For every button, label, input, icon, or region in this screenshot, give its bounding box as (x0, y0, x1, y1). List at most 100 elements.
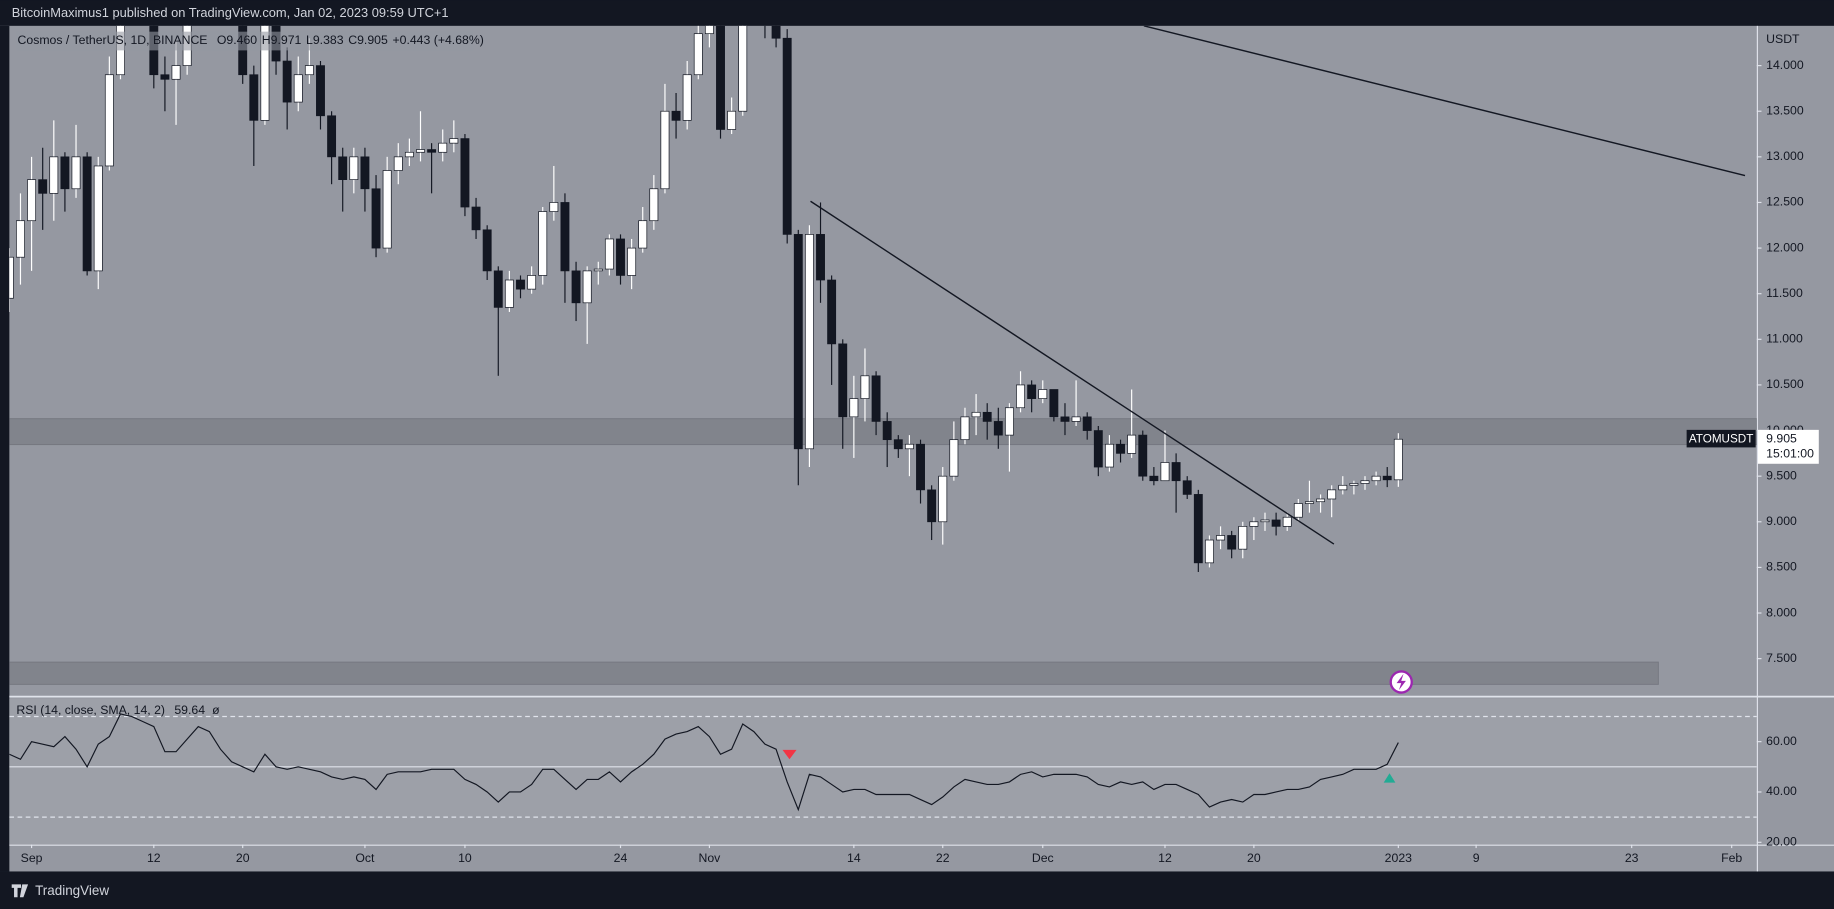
candle-body (827, 279, 837, 345)
candle-body (504, 279, 514, 308)
x-tick-label: 20 (1247, 851, 1261, 865)
candle-body (982, 411, 992, 422)
candle-body (1271, 519, 1281, 527)
candle-body (249, 74, 259, 121)
candle-body (1193, 494, 1203, 564)
candle-body (1282, 516, 1292, 527)
trendline (1143, 25, 1746, 177)
candle-body (16, 220, 25, 258)
legend-symbol: Cosmos / TetherUS, 1D, BINANCE (18, 33, 208, 47)
candle-body (616, 238, 625, 276)
candle-body (627, 247, 637, 276)
candle-body (916, 443, 925, 491)
axes: 7.5008.0008.5009.0009.50010.00010.50011.… (21, 58, 1819, 865)
candle-body (1360, 480, 1370, 484)
candle-body (716, 25, 725, 130)
footer-logo (11, 884, 29, 898)
candle-body (1149, 475, 1159, 482)
header-bar (0, 0, 1834, 26)
price-tag-countdown: 15:01:00 (1766, 447, 1814, 461)
legend-value: 9.971 (271, 33, 302, 47)
candle-body (1082, 416, 1092, 431)
y-tick-label: 9.500 (1766, 468, 1797, 482)
rsi-y-tick-label: 60.00 (1766, 734, 1797, 748)
candle-body (9, 256, 14, 299)
rsi-y-tick-label: 40.00 (1766, 784, 1797, 798)
candle-body (1304, 501, 1314, 504)
candle-body (593, 268, 603, 272)
symbol-tag (1686, 429, 1756, 448)
candle-body (1171, 462, 1181, 482)
y-tick-label: 10.500 (1766, 377, 1804, 391)
candle-body (1004, 407, 1014, 436)
x-tick-label: 9 (1473, 851, 1480, 865)
x-tick-label: 10 (458, 851, 472, 865)
candle-body (704, 25, 714, 35)
candle-body (1071, 416, 1081, 422)
candle-body (360, 156, 370, 190)
candle-body (527, 275, 537, 290)
candle-body (1249, 521, 1259, 527)
candle-body (1338, 484, 1348, 491)
candle-body (1104, 443, 1114, 468)
price-pane (9, 25, 1757, 685)
candle-body (1260, 519, 1270, 523)
candle-body (838, 343, 848, 418)
candle-body (893, 439, 903, 450)
legend-change: +0.443 (+4.68%) (392, 33, 483, 47)
legend: Cosmos / TetherUS, 1D, BINANCE O9.460 H9.9… (18, 33, 484, 47)
candle-body (416, 149, 425, 153)
legend-value: 9.460 (226, 33, 257, 47)
y-tick-label: 8.000 (1766, 605, 1797, 619)
sell-marker (782, 749, 797, 760)
y-tick-label: 13.000 (1766, 149, 1804, 163)
candle-body (49, 156, 59, 194)
rsi-title: RSI (14, close, SMA, 14, 2) (16, 703, 165, 717)
candle-body (1204, 539, 1214, 564)
legend-key: L (306, 33, 313, 47)
legend-value: 9.905 (357, 33, 388, 47)
candle-body (1093, 430, 1103, 468)
candle-body (1216, 535, 1225, 541)
candle-body (949, 439, 959, 477)
left-edge (0, 25, 10, 872)
candle-body (927, 489, 937, 523)
candle-body (449, 138, 459, 144)
candle-body (660, 110, 670, 190)
candle-body (1382, 475, 1392, 481)
candle-body (393, 156, 403, 171)
candle-body (1160, 462, 1170, 482)
x-tick-label: 12 (1158, 851, 1172, 865)
candle-body (171, 65, 181, 80)
candle-body (82, 156, 92, 272)
candle-body (993, 421, 1003, 436)
candle-body (349, 156, 359, 181)
y-tick-label: 13.500 (1766, 103, 1804, 117)
candle-body (1349, 483, 1359, 486)
candle-body (793, 234, 803, 450)
candle-body (382, 170, 392, 249)
candle-body (482, 229, 492, 272)
price-tag-value: 9.905 (1766, 431, 1797, 445)
candle-body (404, 151, 414, 158)
footer-brand: TradingView (35, 883, 109, 898)
candle-body (460, 138, 470, 208)
candle-body (327, 115, 337, 158)
legend-key: C (348, 33, 357, 47)
candle-body (804, 234, 814, 450)
candle-body (604, 238, 614, 270)
price-tag (1757, 429, 1819, 464)
buy-marker (1383, 773, 1396, 783)
x-tick-label: Nov (698, 851, 721, 865)
candle-body (538, 211, 548, 276)
candle-body (260, 25, 270, 121)
y-tick-label: 9.000 (1766, 514, 1797, 528)
header-text: BitcoinMaximus1 published on TradingView… (12, 5, 449, 20)
candle-body (93, 165, 103, 272)
candle-body (849, 398, 859, 418)
candle-body (871, 375, 881, 422)
trendline (810, 200, 1335, 545)
candle-body (1138, 434, 1148, 477)
x-tick-label: 12 (147, 851, 161, 865)
